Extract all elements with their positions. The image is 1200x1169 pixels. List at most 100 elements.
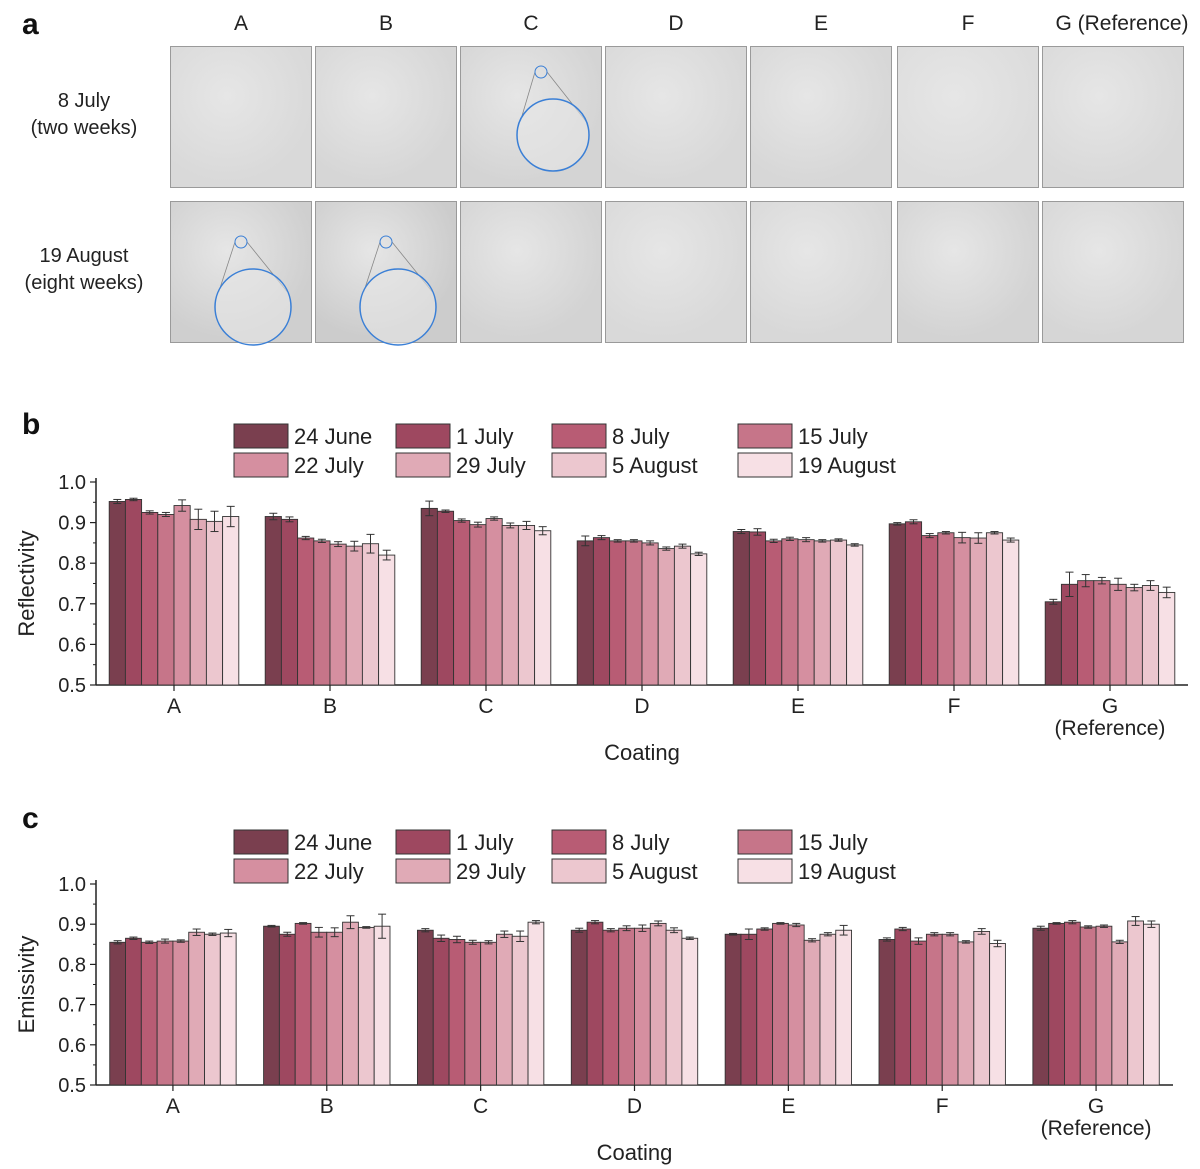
column-label: C	[523, 12, 539, 35]
magnifier-source-circle	[534, 65, 548, 79]
bar	[690, 553, 708, 686]
bar	[222, 516, 240, 686]
emissivity-chart: 24 June 1 July 8 July 15 July 22 July 29 July…	[14, 829, 1173, 1165]
column-label: F	[961, 12, 975, 35]
magnifier-lens-circle	[516, 98, 590, 172]
legend-swatch	[395, 452, 451, 478]
bar	[342, 921, 359, 1086]
bar	[813, 540, 831, 686]
bar	[1095, 925, 1113, 1086]
y-tick-label: 0.6	[58, 634, 86, 656]
bar	[765, 540, 783, 686]
bar	[888, 523, 906, 686]
legend-label: 29 July	[456, 453, 526, 478]
legend-swatch	[233, 858, 289, 884]
bar	[576, 540, 594, 686]
bar	[109, 941, 126, 1086]
row-label-line: 8 July	[57, 90, 111, 112]
y-tick-label: 0.5	[58, 1075, 86, 1097]
bar	[188, 931, 205, 1086]
legend-swatch	[551, 829, 607, 855]
coating-sample-photo	[897, 201, 1039, 343]
y-tick-label: 0.7	[58, 995, 86, 1017]
bar	[219, 932, 237, 1086]
bar	[1141, 585, 1160, 686]
row-label-line: 19 August	[39, 245, 129, 267]
y-tick-label: 0.9	[58, 513, 86, 535]
column-label: E	[813, 12, 828, 35]
bar	[294, 922, 312, 1086]
x-tick-label: A	[167, 695, 181, 718]
bar	[357, 926, 375, 1086]
legend-label: 1 July	[456, 424, 513, 449]
bar	[586, 921, 604, 1086]
row-label-line: (eight weeks)	[24, 272, 144, 294]
coating-sample-photo	[170, 201, 312, 346]
bar	[485, 518, 503, 686]
bar	[657, 548, 675, 686]
bar	[278, 933, 296, 1086]
bar	[724, 933, 742, 1086]
bar	[756, 928, 774, 1086]
bar	[534, 530, 552, 686]
coating-sample-photo	[750, 46, 892, 188]
legend-swatch	[737, 423, 793, 449]
legend-swatch	[551, 858, 607, 884]
x-tick-sublabel: (Reference)	[1055, 717, 1166, 740]
bar	[1125, 587, 1143, 686]
legend-label: 24 June	[294, 830, 372, 855]
reflectivity-chart: 24 June 1 July 8 July 15 July 22 July 29 July…	[14, 423, 1188, 765]
y-tick-label: 0.8	[58, 954, 86, 976]
bar	[957, 941, 975, 1086]
row-label: 8 July (two weeks)	[0, 88, 168, 142]
bar	[448, 939, 466, 1086]
y-tick-label: 0.9	[58, 914, 86, 936]
bar	[641, 542, 659, 686]
bar	[1079, 926, 1097, 1086]
y-tick-label: 0.5	[58, 675, 86, 697]
bar	[373, 925, 391, 1086]
x-tick-label: G	[1088, 1095, 1104, 1118]
panel-b-letter: b	[22, 408, 41, 441]
x-tick-label: E	[781, 1095, 795, 1118]
magnifier-lens-circle	[359, 268, 437, 346]
bar	[609, 540, 627, 686]
bar	[511, 935, 529, 1086]
coating-sample-photo	[1042, 46, 1184, 188]
bar	[989, 943, 1006, 1086]
legend-label: 15 July	[798, 830, 868, 855]
legend-label: 22 July	[294, 859, 364, 884]
legend-swatch	[551, 452, 607, 478]
bar	[310, 931, 328, 1086]
panel-c-letter: c	[22, 802, 39, 835]
legend-swatch	[737, 452, 793, 478]
bar	[480, 941, 497, 1086]
row-label-line: (two weeks)	[30, 117, 138, 139]
bar	[1032, 927, 1050, 1086]
x-axis-title: Coating	[604, 740, 680, 765]
bar	[469, 524, 487, 686]
bar	[797, 539, 815, 686]
bar	[264, 516, 282, 686]
legend-label: 1 July	[456, 830, 513, 855]
bar	[772, 922, 789, 1086]
x-tick-label: B	[320, 1095, 334, 1118]
coating-sample-photo	[605, 46, 747, 188]
legend-swatch	[737, 829, 793, 855]
legend-label: 22 July	[294, 453, 364, 478]
coating-sample-photo	[460, 46, 602, 188]
bar	[625, 540, 643, 686]
bar	[1111, 941, 1129, 1086]
coating-sample-photo	[1042, 201, 1184, 343]
column-label: A	[233, 12, 248, 35]
x-tick-label: B	[323, 695, 337, 718]
bar	[925, 933, 943, 1086]
bar	[921, 535, 939, 686]
y-axis-title: Emissivity	[14, 936, 39, 1034]
bar	[527, 921, 545, 1086]
y-tick-label: 0.6	[58, 1035, 86, 1057]
magnifier-overlay	[516, 65, 590, 172]
magnifier-source-circle	[379, 235, 393, 249]
panel-a-letter: a	[22, 8, 39, 41]
bar	[592, 537, 611, 686]
